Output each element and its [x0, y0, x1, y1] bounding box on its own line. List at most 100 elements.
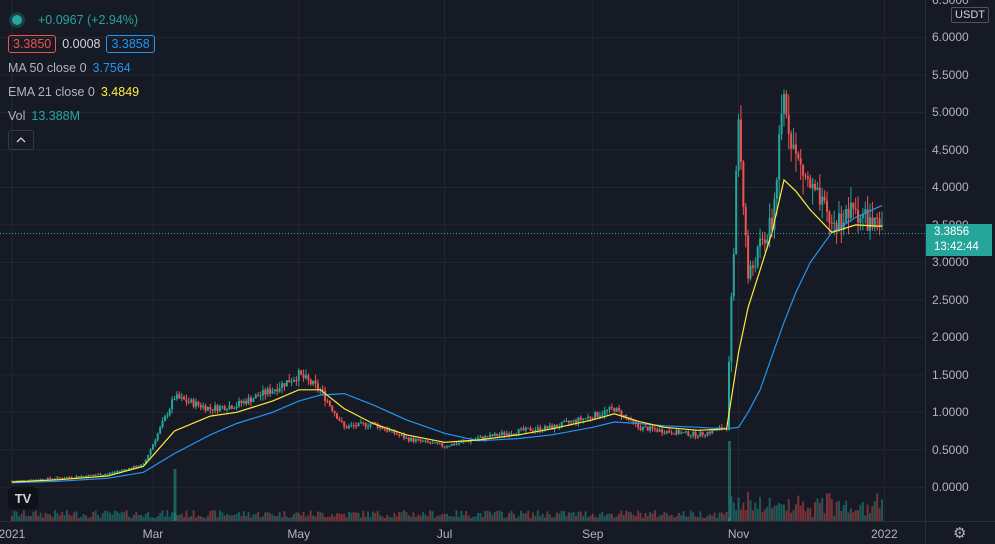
volume-bar [723, 514, 726, 521]
volume-bar [214, 510, 217, 521]
currency-unit-button[interactable]: USDT [951, 7, 989, 23]
volume-bar [704, 517, 707, 521]
candle-body [809, 178, 812, 189]
collapse-legend-button[interactable] [8, 130, 34, 150]
candle-body [711, 429, 714, 434]
volume-bar [357, 512, 360, 521]
candle-body [840, 213, 843, 230]
candle-body [878, 218, 881, 227]
volume-bar [400, 512, 403, 521]
volume-bar [235, 513, 238, 521]
candle-body [419, 439, 422, 442]
price-plot[interactable] [0, 0, 925, 521]
candle-body [20, 480, 23, 482]
volume-bar [343, 513, 346, 521]
volume-bar [445, 513, 448, 521]
candle-body [572, 419, 575, 422]
gear-icon[interactable]: ⚙ [953, 525, 967, 542]
volume-bar [457, 517, 460, 521]
volume-bar [539, 516, 542, 521]
candle-body [96, 474, 99, 476]
candle-body [426, 440, 429, 443]
volume-spike [173, 469, 177, 521]
candle-body [400, 435, 403, 437]
volume-bar [692, 512, 695, 521]
time-axis[interactable]: 2021 Mar May Jul Sep Nov 2022 [0, 521, 925, 544]
volume-bar [563, 511, 566, 521]
candle-body [75, 476, 78, 478]
volume-bar [53, 510, 56, 521]
volume-bar [347, 511, 350, 521]
volume-bar [252, 514, 255, 521]
candle-body [861, 213, 864, 219]
candle-body [481, 436, 484, 440]
candle-body [675, 430, 678, 435]
volume-bar [369, 517, 372, 521]
volume-bar [505, 517, 508, 521]
candle-body [221, 406, 224, 408]
price-axis[interactable]: 6.00005.50005.00004.50004.00003.50003.00… [925, 0, 995, 521]
volume-bar [10, 516, 13, 521]
volume-bar [92, 511, 95, 521]
volume-bar [828, 493, 831, 521]
volume-bar [300, 515, 303, 521]
candle-body [560, 422, 563, 427]
volume-bar [665, 513, 668, 521]
bid-price[interactable]: 3.3850 [8, 35, 57, 53]
volume-bar [625, 510, 628, 521]
volume-bar [613, 517, 616, 521]
volume-bar [555, 512, 558, 521]
tradingview-logo-icon[interactable]: TV [8, 487, 38, 509]
candle-body [175, 394, 178, 400]
candle-body [108, 472, 111, 474]
volume-bar [388, 516, 391, 521]
candle-body [582, 418, 585, 420]
candle-body [92, 474, 95, 476]
volume-bar [756, 508, 759, 521]
candle-body [173, 399, 176, 401]
candle-body [730, 296, 733, 362]
ma50-row[interactable]: MA 50 close 0 3.7564 [8, 56, 155, 80]
candle-body [797, 153, 800, 159]
volume-bar [744, 509, 747, 521]
volume-bar [120, 511, 123, 521]
volume-bar [532, 512, 535, 521]
time-tick-label: Sep [582, 527, 604, 541]
candle-body [735, 170, 738, 254]
candle-body [443, 446, 446, 448]
candle-body [601, 414, 604, 416]
candle-body [591, 418, 594, 420]
candle-body [257, 394, 260, 397]
time-tick-label: 2021 [0, 527, 26, 541]
volume-bar [402, 510, 405, 521]
candle-body [252, 398, 255, 402]
volume-bar [163, 516, 166, 521]
ema21-row[interactable]: EMA 21 close 0 3.4849 [8, 80, 155, 104]
volume-bar [806, 507, 809, 521]
volume-bar [166, 510, 169, 521]
ask-price[interactable]: 3.3858 [106, 35, 155, 53]
candle-body [34, 479, 37, 481]
volume-bar [125, 510, 128, 521]
volume-spike [728, 441, 732, 521]
candle-body [218, 406, 221, 411]
candle-body [431, 442, 434, 444]
candle-body [171, 399, 174, 410]
ma50-line [11, 204, 883, 484]
candle-body [137, 466, 140, 468]
settings-corner[interactable]: ⚙ [925, 521, 995, 544]
volume-bar [94, 510, 97, 521]
candle-body [235, 406, 238, 409]
price-tick-label: 4.5000 [932, 142, 969, 157]
volume-bar [570, 512, 573, 521]
candle-body [491, 434, 494, 437]
candle-body [194, 401, 197, 407]
volume-bar [477, 512, 480, 521]
change-row: +0.0967 (+2.94%) [8, 8, 155, 32]
volume-bar [25, 516, 28, 521]
volume-bar [751, 510, 754, 521]
volume-row[interactable]: Vol 13.388M [8, 104, 155, 128]
chart-area[interactable]: +0.0967 (+2.94%) 3.3850 0.0008 3.3858 MA… [0, 0, 925, 521]
volume-bar [82, 514, 85, 521]
candle-body [732, 253, 735, 297]
